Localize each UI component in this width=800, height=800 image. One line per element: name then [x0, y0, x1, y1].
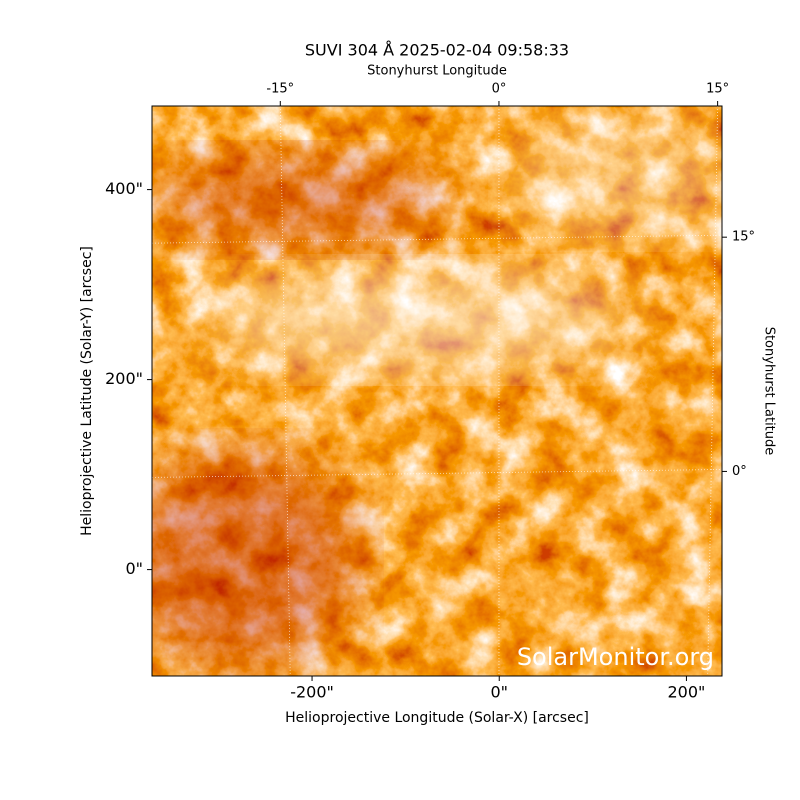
x2-label: Stonyhurst Longitude: [367, 64, 507, 79]
x2-tick-label: 0°: [492, 82, 507, 97]
dark-region: [152, 450, 360, 670]
x2-tick-label: 15°: [706, 82, 729, 97]
x-tick-label: -200": [290, 683, 334, 702]
grid-line: [279, 105, 291, 677]
x-tick-label: 0": [490, 683, 508, 702]
grid-line: [707, 105, 719, 677]
y-label: Helioprojective Latitude (Solar-Y) [arcs…: [79, 246, 95, 536]
x-label: Helioprojective Longitude (Solar-X) [arc…: [285, 710, 589, 726]
y-tick-label: 0": [125, 559, 143, 578]
x2-tick-label: -15°: [266, 82, 294, 97]
x-tick-label: 200": [667, 683, 705, 702]
bright-region: [210, 265, 630, 375]
y2-label: Stonyhurst Latitude: [762, 327, 777, 456]
y-tick-label: 200": [105, 369, 143, 388]
bright-region: [510, 120, 722, 240]
solar-image: [152, 106, 722, 676]
chart-title: SUVI 304 Å 2025-02-04 09:58:33: [305, 41, 569, 60]
grid-line: [151, 234, 723, 244]
dark-region: [152, 150, 450, 250]
y2-tick-label: 0°: [732, 464, 747, 479]
y2-tick-label: 15°: [732, 230, 755, 245]
grid-line: [151, 469, 723, 478]
y-tick-label: 400": [105, 179, 143, 198]
plot-frame: [151, 105, 723, 677]
watermark: SolarMonitor.org: [517, 643, 714, 671]
